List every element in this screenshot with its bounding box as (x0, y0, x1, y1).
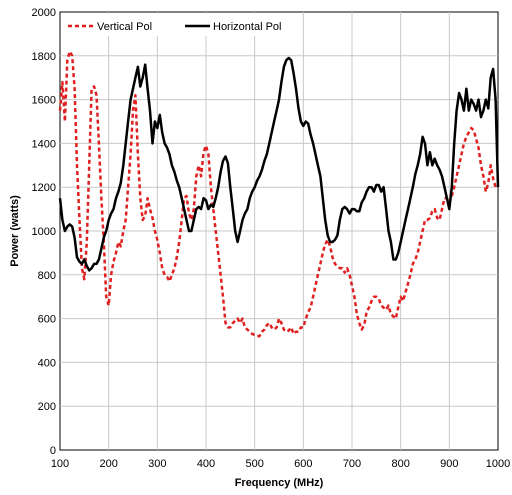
y-tick-label: 1800 (32, 51, 56, 63)
y-tick-label: 200 (38, 401, 56, 413)
legend: Vertical Pol Horizontal Pol (63, 14, 299, 36)
legend-vertical-pol-label: Vertical Pol (97, 21, 152, 33)
x-tick-label: 400 (197, 458, 215, 470)
x-axis-title: Frequency (MHz) (235, 477, 324, 489)
x-tick-label: 100 (51, 458, 69, 470)
y-tick-label: 2000 (32, 7, 56, 19)
x-tick-label: 500 (245, 458, 263, 470)
x-tick-label: 1000 (486, 458, 510, 470)
x-tick-label: 900 (440, 458, 458, 470)
y-axis-ticks: 0 200 400 600 800 1000 1200 1400 1600 1800 2000 (32, 7, 56, 457)
y-tick-label: 1200 (32, 182, 56, 194)
y-tick-label: 1000 (32, 226, 56, 238)
y-tick-label: 800 (38, 270, 56, 282)
series-layer (58, 50, 500, 338)
y-tick-label: 400 (38, 357, 56, 369)
horizontal-pol-line (58, 56, 500, 272)
y-tick-label: 0 (50, 445, 56, 457)
y-axis-title: Power (watts) (9, 195, 21, 267)
y-tick-label: 1400 (32, 138, 56, 150)
x-tick-label: 800 (391, 458, 409, 470)
legend-horizontal-pol-label: Horizontal Pol (213, 21, 281, 33)
x-tick-label: 300 (148, 458, 166, 470)
y-tick-label: 600 (38, 314, 56, 326)
legend-box (63, 14, 299, 36)
x-tick-label: 700 (343, 458, 361, 470)
x-tick-label: 600 (294, 458, 312, 470)
x-axis-ticks: 100 200 300 400 500 600 700 800 900 1000 (51, 458, 510, 470)
vertical-pol-line (58, 50, 498, 338)
y-tick-label: 1600 (32, 95, 56, 107)
x-tick-label: 200 (99, 458, 117, 470)
